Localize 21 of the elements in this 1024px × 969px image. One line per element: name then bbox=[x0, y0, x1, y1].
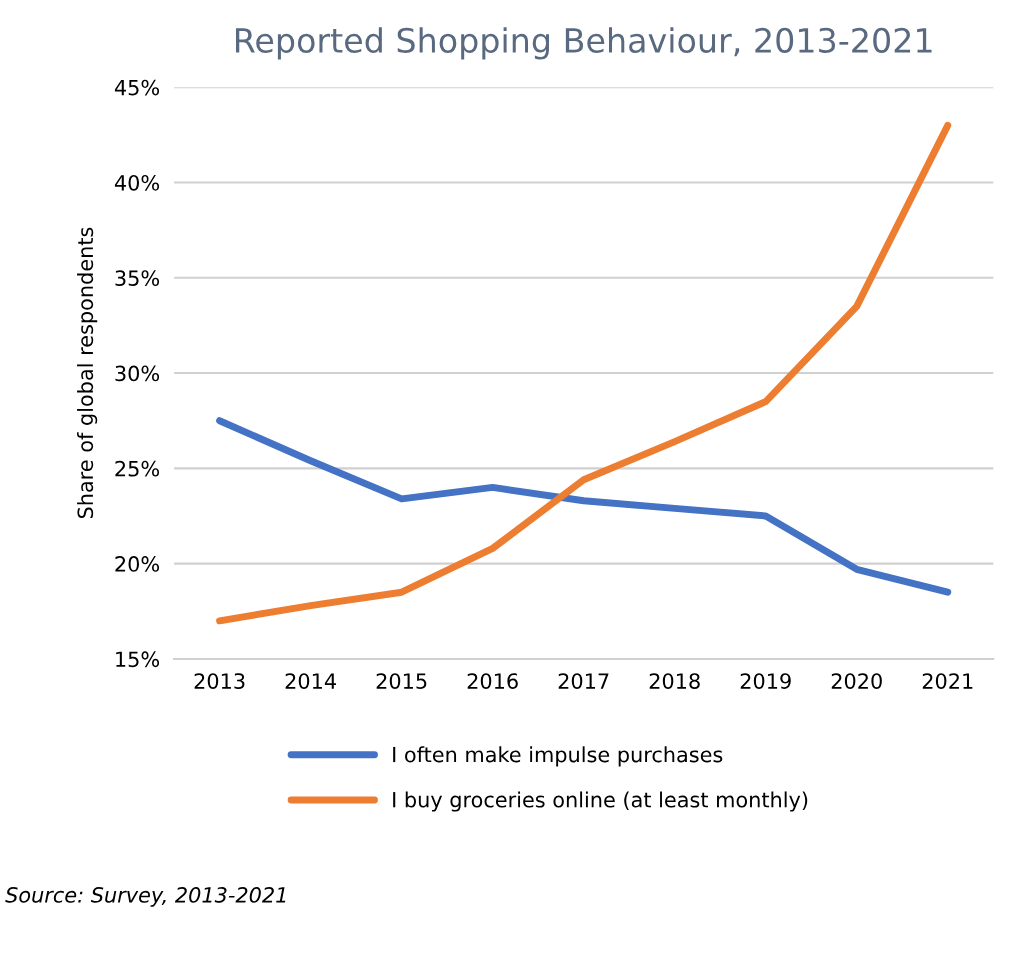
y-tick-label: 15% bbox=[116, 651, 160, 668]
source-note: Source: Survey, 2013-2021 bbox=[5, 887, 286, 907]
y-tick-label: 45% bbox=[114, 79, 160, 96]
y-tick-label: 35% bbox=[115, 270, 160, 286]
y-tick-label: 30% bbox=[115, 365, 160, 382]
y-tick-label: 20% bbox=[115, 556, 160, 572]
x-tick-label: 2014 bbox=[285, 673, 336, 689]
y-axis-title: Share of global respondents bbox=[77, 227, 98, 519]
x-tick-label: 2015 bbox=[376, 673, 427, 689]
x-tick-label: 2018 bbox=[649, 673, 700, 689]
x-tick-label: 2021 bbox=[922, 673, 973, 689]
y-tick-label: 25% bbox=[115, 460, 160, 477]
chart-title: Reported Shopping Behaviour, 2013-2021 bbox=[235, 27, 932, 60]
x-tick-label: 2019 bbox=[740, 673, 791, 689]
y-tick-label: 40% bbox=[114, 174, 160, 191]
x-tick-label: 2017 bbox=[558, 673, 609, 689]
x-tick-label: 2016 bbox=[467, 673, 518, 689]
legend-label: I buy groceries online (at least monthly) bbox=[393, 791, 808, 812]
x-tick-label: 2020 bbox=[831, 673, 882, 689]
x-tick-label: 2013 bbox=[194, 673, 245, 689]
legend-label: I often make impulse purchases bbox=[393, 746, 723, 767]
